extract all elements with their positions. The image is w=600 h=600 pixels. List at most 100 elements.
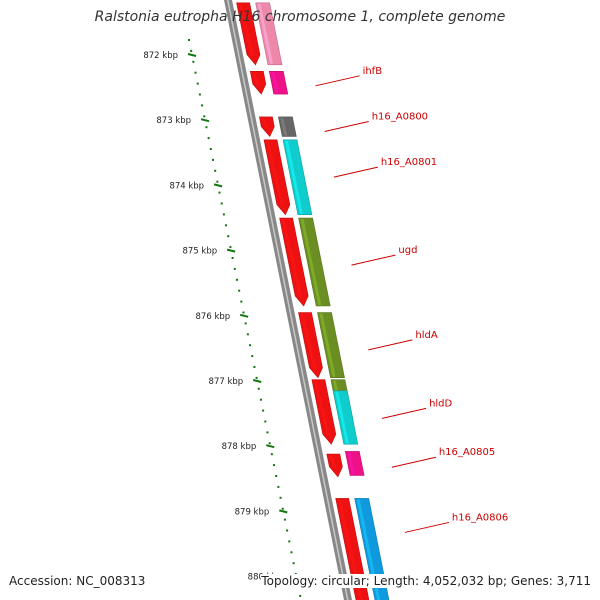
feature-highlight — [281, 219, 303, 297]
feature-highlight — [300, 313, 317, 369]
kbp-tick-label: 875 kbp — [182, 247, 217, 257]
feature-highlight — [266, 140, 284, 206]
accession-text: Accession: NC_008313 — [9, 574, 146, 588]
scale-minor-tick — [188, 39, 190, 41]
scale-minor-tick — [266, 431, 269, 434]
scale-minor-tick — [246, 333, 249, 336]
gene-label[interactable]: ihfB — [363, 66, 383, 77]
scale-minor-tick — [203, 115, 206, 118]
scale-minor-tick — [268, 442, 271, 445]
scale-minor-tick — [233, 267, 236, 270]
gene-label[interactable]: h16_A0806 — [452, 512, 508, 523]
gene-label-leader — [404, 521, 449, 533]
scale-minor-tick — [211, 158, 214, 161]
gene-label-leader — [315, 75, 360, 87]
gene-label[interactable]: h16_A0800 — [372, 111, 428, 122]
gene-label-leader — [324, 120, 369, 132]
kbp-tick-label: 879 kbp — [235, 507, 270, 517]
scale-minor-tick — [251, 355, 254, 358]
feature-highlight — [300, 219, 322, 305]
scale-minor-tick — [196, 82, 199, 85]
map-title: Ralstonia eutropha H16 chromosome 1, com… — [94, 9, 506, 25]
scale-minor-tick — [262, 409, 265, 412]
feature-highlight — [347, 452, 356, 475]
scale-minor-tick — [209, 148, 212, 150]
scale-minor-tick — [229, 246, 232, 249]
scale-major-tick — [265, 444, 275, 449]
scale-minor-tick — [242, 311, 245, 314]
scale-minor-tick — [235, 278, 238, 281]
gene-label-leader — [368, 339, 413, 351]
kbp-tick-label: 872 kbp — [143, 51, 178, 61]
scale-minor-tick — [192, 60, 195, 63]
backbone-highlight — [227, 0, 349, 600]
scale-minor-tick — [264, 420, 267, 423]
scale-minor-tick — [288, 540, 291, 543]
scale-minor-tick — [225, 224, 228, 227]
scale-major-tick — [239, 313, 249, 318]
scale-major-tick — [252, 379, 262, 383]
scale-minor-tick — [292, 562, 295, 565]
gene-label[interactable]: h16_A0805 — [439, 447, 495, 458]
scale-minor-tick — [273, 464, 276, 467]
scale-minor-tick — [220, 202, 223, 205]
scale-minor-tick — [240, 300, 243, 303]
genome-backbone — [224, 0, 352, 600]
scale-minor-tick — [270, 453, 273, 456]
feature-highlight — [285, 140, 303, 214]
gene-label-leader — [351, 254, 396, 266]
scale-minor-tick — [286, 529, 289, 532]
gene-label-leader — [381, 407, 427, 419]
scale-minor-tick — [259, 398, 262, 401]
gene-label-leader — [333, 166, 378, 178]
scale-minor-tick — [194, 71, 197, 74]
kbp-tick-label: 873 kbp — [156, 116, 191, 126]
gene-label-leader — [391, 456, 436, 468]
gene-label[interactable]: h16_A0801 — [381, 157, 437, 168]
scale-minor-tick — [299, 594, 302, 597]
feature-highlight — [261, 117, 269, 128]
feature-highlight — [313, 380, 330, 436]
scale-major-tick — [279, 509, 288, 514]
scale-minor-tick — [227, 235, 230, 238]
scale-minor-tick — [190, 49, 193, 52]
kbp-tick-label: 878 kbp — [222, 442, 257, 452]
scale-minor-tick — [198, 93, 201, 96]
scale-minor-tick — [216, 180, 219, 183]
gene-label[interactable]: ugd — [398, 245, 417, 256]
scale-minor-tick — [201, 104, 204, 107]
kbp-tick-label: 876 kbp — [196, 312, 231, 322]
kbp-scale: 872 kbp 873 kbp 874 kbp 875 kbp 876 kbp 877 k… — [143, 39, 302, 597]
feature-highlight — [271, 72, 279, 94]
genome-summary-text: Topology: circular; Length: 4,052,032 bp… — [261, 574, 591, 588]
scale-minor-tick — [249, 344, 252, 347]
feature-highlight — [238, 3, 254, 56]
scale-major-tick — [213, 183, 223, 188]
scale-minor-tick — [238, 289, 241, 292]
scale-minor-tick — [257, 387, 260, 390]
scale-minor-tick — [205, 126, 208, 129]
feature-highlight — [252, 72, 260, 86]
feature-highlight — [328, 455, 337, 468]
feature-highlight — [319, 313, 336, 377]
scale-minor-tick — [253, 366, 256, 368]
gene-label[interactable]: hldA — [415, 330, 437, 341]
scale-minor-tick — [231, 257, 234, 259]
scale-minor-tick — [281, 507, 284, 510]
scale-minor-tick — [244, 322, 247, 325]
feature-highlight — [280, 117, 288, 136]
scale-major-tick — [200, 118, 210, 123]
scale-minor-tick — [255, 376, 258, 379]
scale-minor-tick — [279, 496, 282, 499]
scale-minor-tick — [214, 169, 217, 172]
feature-highlight — [257, 3, 273, 64]
scale-major-tick — [187, 53, 197, 57]
scale-minor-tick — [222, 213, 225, 216]
feature-highlight — [335, 391, 349, 444]
feature-tracks — [236, 2, 390, 600]
gene-label[interactable]: hldD — [429, 398, 452, 409]
scale-minor-tick — [277, 485, 280, 488]
